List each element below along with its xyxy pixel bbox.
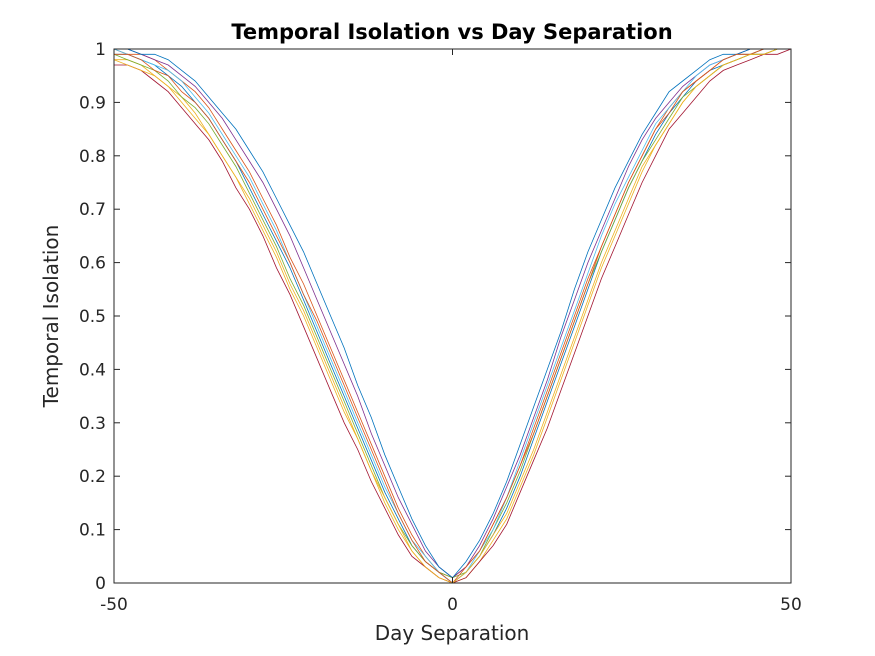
y-tick-label: 1 — [95, 40, 106, 60]
y-tick-label: 0.9 — [79, 93, 106, 113]
y-tick-label: 0.2 — [79, 467, 106, 487]
x-tick-label: 0 — [447, 595, 458, 615]
y-tick-label: 0.3 — [79, 414, 106, 434]
plot-frame — [113, 48, 792, 584]
x-tick-label: -50 — [100, 595, 128, 615]
y-tick-label: 0.4 — [79, 360, 106, 380]
y-tick-label: 0.5 — [79, 307, 106, 327]
y-tick-label: 0.1 — [79, 521, 106, 541]
y-tick-label: 0.7 — [79, 200, 106, 220]
tick-layer: 00.10.20.30.40.50.60.70.80.91-50 0 50 — [79, 40, 802, 615]
plot-area — [114, 49, 791, 583]
x-axis-label: Day Separation — [375, 621, 530, 645]
y-axis-label: Temporal Isolation — [39, 225, 63, 409]
y-tick-label: 0.6 — [79, 254, 106, 274]
y-tick-label: 0.8 — [79, 147, 106, 167]
x-tick-label: 50 — [780, 595, 802, 615]
y-tick-label: 0 — [95, 574, 106, 594]
chart-title: Temporal Isolation vs Day Separation — [231, 20, 672, 44]
